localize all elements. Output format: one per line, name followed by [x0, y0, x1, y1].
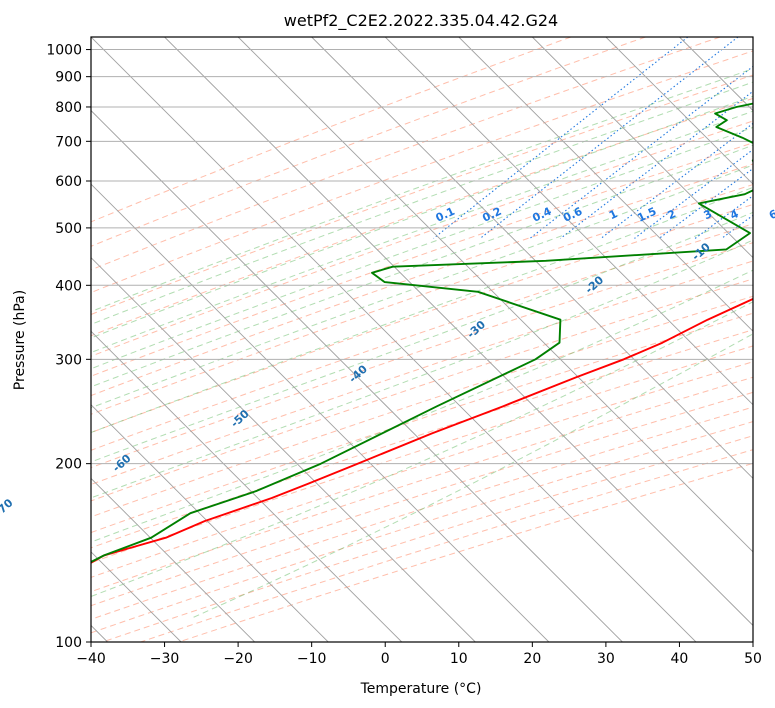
dry-adiabat: [91, 50, 753, 294]
x-tick-label: −20: [223, 651, 253, 667]
x-tick-label: 0: [381, 651, 390, 667]
isotherm-line: [532, 37, 753, 259]
x-tick-label: 10: [450, 651, 468, 667]
dry-adiabat: [91, 74, 753, 316]
y-tick-label: 700: [55, 134, 82, 150]
isotherm-line: [384, 37, 753, 406]
y-tick-label: 600: [55, 174, 82, 190]
plot-frame: [90, 36, 754, 643]
dry-adiabat: [91, 242, 753, 469]
moist-adiabat: [91, 95, 753, 339]
x-tick-label: −10: [297, 651, 327, 667]
moist-adiabat: [91, 186, 753, 434]
mixing-ratio-label: 0.6: [561, 205, 584, 225]
isotherm-label: -30: [465, 318, 489, 341]
isotherm-line: [91, 330, 403, 642]
y-axis-label: Pressure (hPa): [12, 290, 28, 390]
x-tick-label: 20: [523, 651, 541, 667]
dry-adiabat: [91, 329, 753, 549]
isotherm-line: [91, 109, 623, 642]
isotherm-line: [91, 257, 476, 642]
dry-adiabat: [91, 278, 753, 502]
y-tick-label: 900: [55, 70, 82, 86]
y-tick-label: 300: [55, 352, 82, 368]
x-tick-label: 30: [597, 651, 615, 667]
temperature-line: [91, 297, 753, 564]
moist-adiabat: [91, 269, 753, 543]
y-tick-label: 500: [55, 221, 82, 237]
y-tick-label: 800: [55, 100, 82, 116]
dry-adiabat: [91, 376, 753, 593]
dry-adiabat: [91, 37, 646, 247]
isotherm-label: -70: [0, 496, 16, 519]
moist-adiabat: [91, 144, 753, 388]
isotherm-label: -60: [110, 452, 134, 475]
isotherm-line: [752, 37, 753, 38]
moist-adiabat: [192, 333, 753, 618]
dry-adiabat: [91, 406, 753, 620]
isotherm-line: [91, 183, 550, 642]
y-tick-label: 100: [55, 635, 82, 651]
mixing-ratio-label: 1: [607, 207, 619, 222]
isotherm-line: [679, 37, 753, 112]
isotherm-label: -20: [583, 273, 607, 296]
y-tick-label: 1000: [46, 43, 82, 59]
moist-adiabat: [91, 239, 753, 499]
mixing-ratio-label: 0.1: [434, 205, 457, 225]
isotherm-line: [458, 37, 753, 332]
axis-layer: −40 −30 −20 −10 0 10 20 30 40 50 100 200 300 400 500 60…: [46, 36, 762, 667]
dry-adiabat: [91, 37, 572, 223]
moist-adiabat: [91, 211, 753, 463]
x-axis-label: Temperature (°C): [360, 681, 482, 697]
isotherm-line: [91, 37, 697, 642]
isotherm-label: -40: [346, 362, 370, 385]
label-layer: -100-90-80-70-60-50-40-30-20-10010203040…: [0, 205, 775, 520]
moist-adiabat: [91, 164, 753, 409]
isotherm-line: [91, 404, 329, 642]
chart-title: wetPf2_C2E2.2022.335.04.42.G24: [284, 11, 558, 31]
dry-adiabat: [178, 462, 753, 642]
dry-adiabat: [91, 120, 753, 357]
x-tick-label: 50: [744, 651, 762, 667]
mixing-ratio-label: 0.2: [480, 205, 503, 225]
isotherm-line: [237, 37, 753, 553]
mixing-ratio-line: [600, 122, 753, 239]
mixing-ratio-label: 0.4: [530, 205, 553, 225]
isotherm-line: [605, 37, 753, 185]
isotherm-label: -10: [689, 240, 713, 263]
moist-adiabat: [91, 126, 753, 370]
mixing-ratio-label: 1.5: [635, 205, 658, 225]
dry-adiabat: [91, 163, 753, 397]
mixing-ratio-line: [658, 167, 753, 239]
isotherm-line: [164, 37, 753, 627]
mixing-ratio-label: 6: [767, 207, 775, 222]
moist-adiabat: [91, 110, 753, 354]
y-tick-label: 400: [55, 278, 82, 294]
y-tick-label: 200: [55, 457, 82, 473]
mixing-ratio-line: [721, 214, 753, 239]
moist-adiabat: [91, 68, 753, 313]
dry-adiabat: [102, 435, 753, 642]
dry-adiabat: [91, 142, 753, 377]
moist-adiabat: [91, 81, 753, 325]
series-layer: [91, 102, 753, 564]
dry-adiabat: [91, 223, 753, 451]
x-tick-label: −30: [150, 651, 180, 667]
grid-layer: [91, 37, 753, 642]
dry-adiabat: [91, 97, 753, 337]
dry-adiabat: [91, 184, 753, 415]
mixing-ratio-line: [479, 37, 739, 239]
isotherm-line: [311, 37, 753, 479]
x-tick-label: 40: [671, 651, 689, 667]
dewpoint-line: [91, 102, 753, 563]
x-tick-label: −40: [76, 651, 106, 667]
